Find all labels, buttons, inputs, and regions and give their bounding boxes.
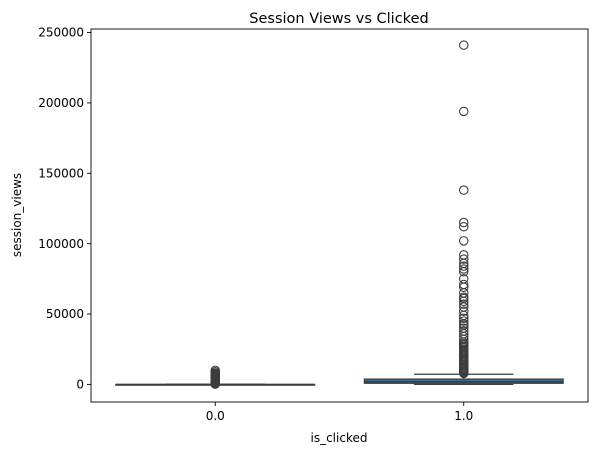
y-axis-label: session_views: [10, 173, 24, 257]
outlier-point: [458, 323, 469, 333]
y-tick-label: 100000: [38, 237, 84, 251]
outlier-point: [458, 254, 469, 264]
outlier-point: [458, 274, 469, 284]
outlier-point: [458, 292, 469, 302]
y-tick-label: 150000: [38, 166, 84, 180]
y-axis: 0 50000 100000 150000 200000 250000: [38, 26, 91, 392]
y-tick-label: 200000: [38, 96, 84, 110]
box-iqr: [363, 378, 564, 384]
outlier-point: [458, 326, 469, 336]
x-axis-label: is_clicked: [311, 431, 368, 445]
outlier-point: [458, 217, 469, 228]
plot-area: [115, 40, 564, 389]
x-tick-label: 0.0: [206, 409, 225, 423]
chart-title: Session Views vs Clicked: [249, 11, 428, 27]
outlier-point: [458, 185, 469, 195]
outlier-point: [458, 306, 469, 316]
outlier-point: [458, 279, 469, 290]
outlier-point: [458, 316, 469, 326]
y-tick-label: 50000: [46, 307, 84, 321]
outlier-point: [458, 40, 469, 50]
x-tick-label: 1.0: [454, 409, 473, 423]
plot-frame: [90, 28, 589, 403]
x-axis: 0.0 1.0: [206, 402, 473, 423]
outlier-point: [458, 250, 469, 260]
y-tick-label: 250000: [38, 26, 84, 40]
outlier-point: [458, 236, 469, 246]
box-group-1-0: [363, 40, 564, 386]
outlier-point: [210, 365, 221, 376]
outlier-point: [458, 299, 469, 309]
y-tick-label: 0: [76, 378, 84, 392]
outlier-point: [458, 313, 469, 324]
outlier-point: [458, 264, 469, 274]
outlier-point: [458, 222, 469, 232]
box-group-0-0: [115, 365, 316, 389]
outlier-point: [458, 261, 469, 271]
outlier-point: [458, 106, 469, 117]
